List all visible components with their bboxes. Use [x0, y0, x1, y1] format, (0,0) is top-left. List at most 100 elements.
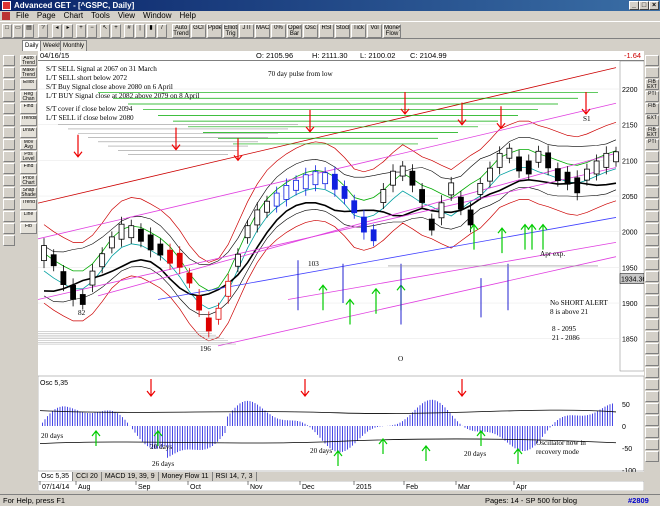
- tab-rsi[interactable]: RSI 14, 7, 3: [213, 472, 257, 481]
- left-tool-0[interactable]: Auto Trend: [20, 55, 37, 66]
- left-tool-2[interactable]: Elliot: [20, 79, 37, 90]
- left-square-9[interactable]: [3, 163, 15, 174]
- open-icon[interactable]: ▭: [13, 24, 23, 38]
- left-square-12[interactable]: [3, 199, 15, 210]
- tab-macd[interactable]: MACD 19, 39, 9: [102, 472, 159, 481]
- right-tool-27[interactable]: [645, 379, 659, 390]
- right-tool-15[interactable]: [645, 235, 659, 246]
- right-tool-25[interactable]: [645, 355, 659, 366]
- left-tool-7[interactable]: Mov Avg: [20, 139, 37, 150]
- tool-vol[interactable]: Vol: [367, 24, 382, 38]
- left-square-8[interactable]: [3, 151, 15, 162]
- left-square-1[interactable]: [3, 67, 15, 78]
- back-icon[interactable]: ◂: [52, 24, 62, 38]
- left-square-7[interactable]: [3, 139, 15, 150]
- left-tool-11[interactable]: Snap Shade: [20, 187, 37, 198]
- left-square-3[interactable]: [3, 91, 15, 102]
- right-tool-32[interactable]: [645, 439, 659, 450]
- tool-elliott-trig[interactable]: Elliott Trig: [223, 24, 238, 38]
- left-tool-9[interactable]: Find: [20, 163, 37, 174]
- right-tool-33[interactable]: [645, 451, 659, 462]
- left-square-14[interactable]: [3, 223, 15, 234]
- left-tool-1[interactable]: Make Trend: [20, 67, 37, 78]
- menu-file[interactable]: File: [16, 11, 29, 20]
- new-icon[interactable]: □: [2, 24, 12, 38]
- cursor-icon[interactable]: ↖: [100, 24, 110, 38]
- tool-auto-trend[interactable]: Auto Trend: [172, 24, 190, 38]
- right-tool-1[interactable]: [645, 67, 659, 78]
- crosshair-icon[interactable]: +: [111, 24, 121, 38]
- tool-macd[interactable]: MACD: [255, 24, 270, 38]
- tab-cci[interactable]: CCI 20: [73, 472, 102, 481]
- right-tool-31[interactable]: [645, 427, 659, 438]
- right-tool-19[interactable]: [645, 283, 659, 294]
- left-square-5[interactable]: [3, 115, 15, 126]
- right-tool-2[interactable]: FIB EXT: [645, 79, 659, 90]
- left-tool-12[interactable]: Trend: [20, 199, 37, 210]
- menu-tools[interactable]: Tools: [91, 11, 110, 20]
- tool-money-flow[interactable]: Money Flow: [383, 24, 401, 38]
- right-tool-9[interactable]: [645, 163, 659, 174]
- tool-ppdex[interactable]: Ppdex: [207, 24, 222, 38]
- right-tool-6[interactable]: FIB EXT: [645, 127, 659, 138]
- menu-window[interactable]: Window: [143, 11, 172, 20]
- chart-area[interactable]: 2200 2150 2100 2050 2000 1950 1900 1850 1934.36 S…: [37, 60, 646, 492]
- right-tool-14[interactable]: [645, 223, 659, 234]
- tool-rsi[interactable]: RSI: [319, 24, 334, 38]
- left-square-2[interactable]: [3, 79, 15, 90]
- left-square-13[interactable]: [3, 211, 15, 222]
- right-tool-4[interactable]: FIB: [645, 103, 659, 114]
- help-icon[interactable]: ?: [38, 24, 48, 38]
- forward-icon[interactable]: ▸: [63, 24, 73, 38]
- tool-tick[interactable]: Tick: [351, 24, 366, 38]
- right-tool-5[interactable]: EXT: [645, 115, 659, 126]
- right-tool-20[interactable]: [645, 295, 659, 306]
- menu-view[interactable]: View: [117, 11, 136, 20]
- left-tool-4[interactable]: Find: [20, 103, 37, 114]
- tool-jti[interactable]: JTI: [239, 24, 254, 38]
- tool-osc[interactable]: Osc: [303, 24, 318, 38]
- left-tool-3[interactable]: Reg Chan: [20, 91, 37, 102]
- tab-monthly[interactable]: Monthly: [60, 40, 88, 51]
- right-tool-18[interactable]: [645, 271, 659, 282]
- line-icon[interactable]: /: [157, 24, 167, 38]
- print-icon[interactable]: ▤: [24, 24, 34, 38]
- right-tool-10[interactable]: [645, 175, 659, 186]
- tool-stock[interactable]: Stock: [335, 24, 350, 38]
- right-tool-11[interactable]: [645, 187, 659, 198]
- maximize-button[interactable]: □: [639, 1, 649, 10]
- right-tool-23[interactable]: [645, 331, 659, 342]
- right-tool-21[interactable]: [645, 307, 659, 318]
- left-tool-14[interactable]: Fib: [20, 223, 37, 234]
- candle-icon[interactable]: ▮: [146, 24, 156, 38]
- left-tool-13[interactable]: Line: [20, 211, 37, 222]
- right-tool-26[interactable]: [645, 367, 659, 378]
- right-tool-22[interactable]: [645, 319, 659, 330]
- tab-daily[interactable]: Daily: [22, 40, 42, 51]
- bars-icon[interactable]: |: [135, 24, 145, 38]
- chart-svg[interactable]: 2200 2150 2100 2050 2000 1950 1900 1850 1934.36 S…: [37, 60, 646, 492]
- left-square-15[interactable]: [3, 235, 15, 246]
- left-square-11[interactable]: [3, 187, 15, 198]
- left-tool-8[interactable]: Pos Level: [20, 151, 37, 162]
- tool-gci[interactable]: GCI: [191, 24, 206, 38]
- right-tool-8[interactable]: [645, 151, 659, 162]
- tool-open-bar[interactable]: Open Bar: [287, 24, 302, 38]
- left-square-6[interactable]: [3, 127, 15, 138]
- zoom-out-icon[interactable]: −: [87, 24, 97, 38]
- right-tool-12[interactable]: [645, 199, 659, 210]
- right-tool-3[interactable]: PTI: [645, 91, 659, 102]
- tab-money-flow[interactable]: Money Flow 11: [159, 472, 213, 481]
- tab-osc[interactable]: Osc 5,35: [38, 472, 74, 481]
- right-tool-24[interactable]: [645, 343, 659, 354]
- right-tool-13[interactable]: [645, 211, 659, 222]
- minimize-button[interactable]: _: [629, 1, 639, 10]
- tool-zero[interactable]: 0%: [271, 24, 286, 38]
- right-tool-29[interactable]: [645, 403, 659, 414]
- left-tool-5[interactable]: Trends: [20, 115, 37, 126]
- close-button[interactable]: ×: [649, 1, 659, 10]
- right-tool-30[interactable]: [645, 415, 659, 426]
- right-tool-0[interactable]: [645, 55, 659, 66]
- zoom-in-icon[interactable]: +: [76, 24, 86, 38]
- left-square-4[interactable]: [3, 103, 15, 114]
